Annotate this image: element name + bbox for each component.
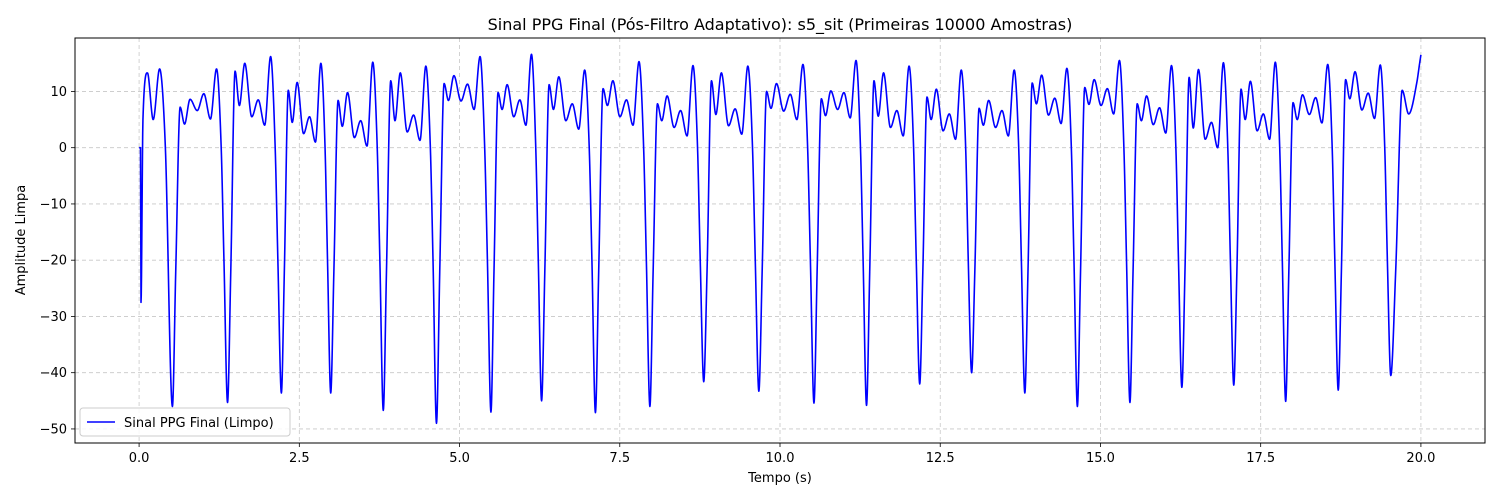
x-tick-label: 15.0: [1086, 451, 1115, 466]
y-tick-label: 0: [59, 141, 67, 156]
y-tick-label: 10: [50, 85, 67, 100]
x-axis: 0.0 2.5 5.0 7.5 10.0 12.5 15.0 17.5 20.0: [129, 443, 1435, 466]
x-tick-label: 12.5: [926, 451, 955, 466]
grid: [75, 38, 1485, 443]
x-tick-label: 2.5: [289, 451, 310, 466]
x-tick-label: 5.0: [449, 451, 470, 466]
y-tick-label: −50: [40, 422, 67, 437]
legend-entry: Sinal PPG Final (Limpo): [124, 416, 274, 431]
x-tick-label: 0.0: [129, 451, 150, 466]
x-tick-label: 7.5: [609, 451, 630, 466]
plot-area: [138, 53, 1422, 425]
y-tick-label: −20: [40, 254, 67, 269]
x-tick-label: 10.0: [766, 451, 795, 466]
chart-title: Sinal PPG Final (Pós-Filtro Adaptativo):…: [488, 15, 1073, 35]
y-axis-label: Amplitude Limpa: [14, 185, 29, 296]
y-axis: 10 0 −10 −20 −30 −40 −50: [40, 85, 75, 437]
y-tick-label: −40: [40, 366, 67, 381]
x-axis-label: Tempo (s): [747, 471, 812, 486]
y-tick-label: −10: [40, 197, 67, 212]
ppg-signal-line: [138, 53, 1422, 425]
x-tick-label: 20.0: [1406, 451, 1435, 466]
legend: Sinal PPG Final (Limpo): [79, 407, 291, 437]
x-tick-label: 17.5: [1246, 451, 1275, 466]
y-tick-label: −30: [40, 310, 67, 325]
legend-box: [79, 407, 291, 437]
